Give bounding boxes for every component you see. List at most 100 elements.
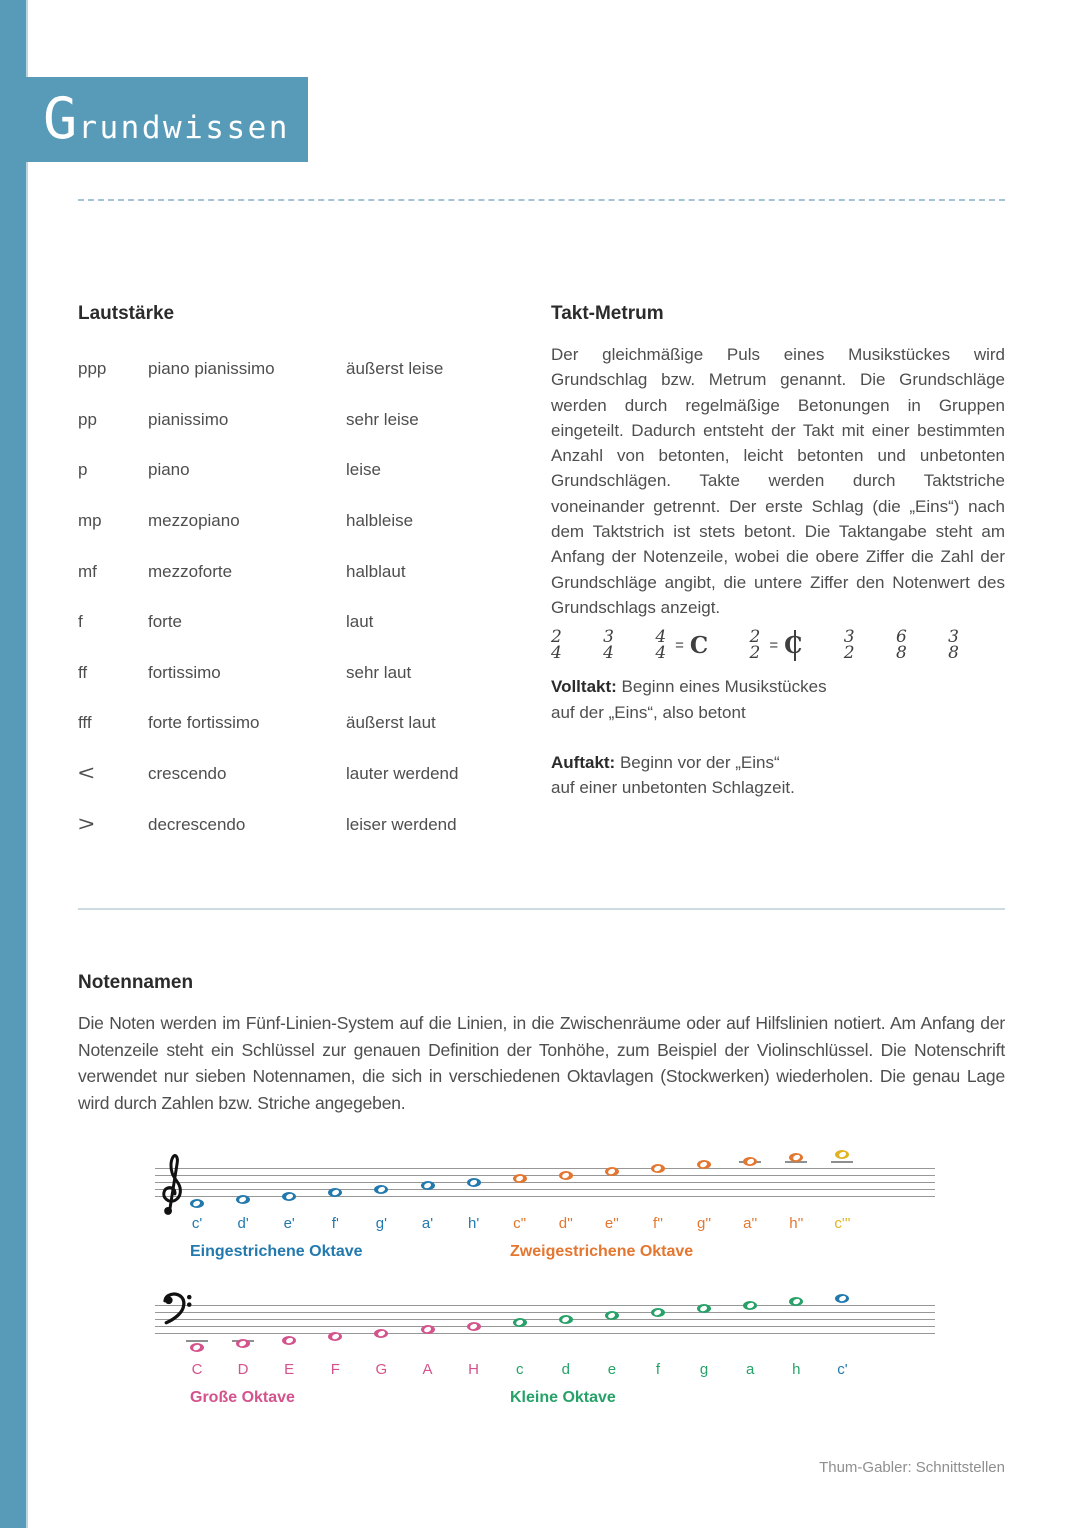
dynamic-symbol: mp — [78, 511, 102, 531]
time-signature: 2 2 = C — [750, 629, 803, 662]
whole-note — [328, 1188, 343, 1197]
whole-note — [190, 1342, 204, 1352]
whole-note — [466, 1177, 481, 1187]
dynamics-row: p piano leise — [78, 445, 526, 496]
auftakt-label: Auftakt: — [551, 752, 616, 772]
note-name-label: e' — [283, 1215, 295, 1232]
whole-note — [236, 1195, 251, 1204]
whole-note — [697, 1160, 712, 1169]
dynamic-term: pianissimo — [148, 409, 229, 429]
whole-note — [420, 1325, 435, 1334]
dynamics-row: pp pianissimo sehr leise — [78, 395, 526, 446]
note-name-label: e'' — [604, 1215, 619, 1232]
staff-line — [155, 1312, 935, 1314]
note-name-label: g' — [375, 1215, 387, 1232]
staff-line — [155, 1319, 935, 1321]
dynamic-meaning: sehr leise — [346, 409, 419, 429]
bass-clef-icon — [163, 1292, 192, 1325]
dynamic-meaning: sehr laut — [346, 662, 412, 682]
dynamics-row: fff forte fortissimo äußerst laut — [78, 698, 526, 749]
dynamic-term: decrescendo — [148, 814, 246, 834]
source-credit: Thum-Gabler: Schnittstellen — [819, 1459, 1005, 1476]
dynamics-row: f forte laut — [78, 597, 526, 648]
whole-note — [374, 1328, 389, 1338]
dynamic-symbol: fff — [78, 713, 92, 733]
dynamics-row: mf mezzoforte halblaut — [78, 546, 526, 597]
note-name-label: f' — [331, 1215, 339, 1232]
note-name-label: E — [284, 1361, 295, 1378]
whole-note — [697, 1304, 712, 1313]
common-time-icon: C — [689, 632, 709, 660]
notenames-heading: Notennamen — [78, 972, 194, 993]
note-name-label: D — [237, 1361, 249, 1378]
beat-value-number: 2 — [843, 642, 855, 663]
beats-number: 4 — [655, 627, 667, 648]
meter-paragraph: Der gleichmäßige Puls eines Musikstückes… — [551, 345, 1005, 617]
octave-group-label: Zweigestrichene Oktave — [510, 1243, 694, 1260]
time-signature-row: 2 4 3 4 4 4 = C 2 2 = C 3 2 6 8 3 8 — [551, 627, 959, 663]
dynamic-term: mezzoforte — [148, 561, 233, 581]
dynamic-symbol: ff — [78, 662, 88, 682]
dynamic-term: forte — [148, 612, 183, 632]
page-title-rest: rundwissen — [78, 110, 290, 146]
ledger-line — [186, 1340, 208, 1342]
volltakt-label: Volltakt: — [551, 677, 617, 697]
left-accent-bar — [0, 0, 28, 1528]
dynamic-term: piano — [148, 460, 190, 480]
dynamic-meaning: halbleise — [346, 511, 414, 531]
note-name-label: H — [468, 1361, 480, 1378]
beats-number: 3 — [948, 627, 959, 648]
dynamics-row: < crescendo lauter werdend — [78, 749, 526, 800]
beats-number: 3 — [603, 627, 614, 648]
page-title-initial: G — [43, 86, 79, 152]
dynamics-row: ff fortissimo sehr laut — [78, 648, 526, 699]
staff-line — [155, 1196, 935, 1198]
whole-note — [835, 1149, 850, 1159]
time-signature: 4 4 = C — [655, 627, 709, 661]
volltakt-line2: auf der „Eins“, also betont — [551, 702, 746, 722]
dynamic-meaning: äußerst leise — [346, 359, 444, 379]
whole-note — [282, 1191, 297, 1201]
auftakt-line2: auf einer unbetonten Schlagzeit. — [551, 778, 795, 798]
dynamics-row: mp mezzopiano halbleise — [78, 496, 526, 547]
note-name-label: c''' — [834, 1215, 851, 1232]
dynamic-symbol: p — [78, 460, 88, 480]
whole-note — [743, 1300, 758, 1310]
note-name-label: c — [515, 1361, 524, 1378]
note-name-label: a'' — [743, 1215, 758, 1232]
note-name-label: F — [330, 1361, 340, 1378]
dynamic-meaning: halblaut — [346, 561, 406, 581]
whole-note — [512, 1318, 527, 1327]
ledger-line — [831, 1161, 854, 1163]
dynamic-symbol: pp — [78, 409, 97, 429]
note-name-label: G — [375, 1361, 388, 1378]
whole-note — [558, 1314, 573, 1324]
cut-time-icon: C — [784, 630, 803, 662]
whole-note — [190, 1198, 204, 1208]
dynamics-row: ppp piano pianissimo äußerst leise — [78, 344, 526, 395]
dynamics-table: ppp piano pianissimo äußerst leise pp pianis… — [78, 344, 526, 850]
beats-number: 3 — [843, 627, 855, 648]
meter-heading: Takt-Metrum — [551, 303, 664, 324]
volltakt-text: Volltakt: Beginn eines Musikstückes auf d… — [551, 674, 1005, 725]
dynamic-term: piano pianissimo — [148, 359, 275, 379]
middle-divider — [78, 908, 1005, 910]
auftakt-text: Auftakt: Beginn vor der „Eins“ auf einer … — [551, 750, 1005, 801]
treble-clef — [157, 1148, 187, 1229]
note-name-label: d' — [237, 1215, 249, 1232]
treble-clef-icon — [162, 1154, 182, 1215]
beat-value-number: 4 — [603, 642, 614, 663]
whole-note — [835, 1293, 850, 1303]
note-name-label: a' — [421, 1215, 434, 1232]
dynamic-symbol: ppp — [78, 359, 107, 379]
top-divider — [78, 199, 1005, 201]
